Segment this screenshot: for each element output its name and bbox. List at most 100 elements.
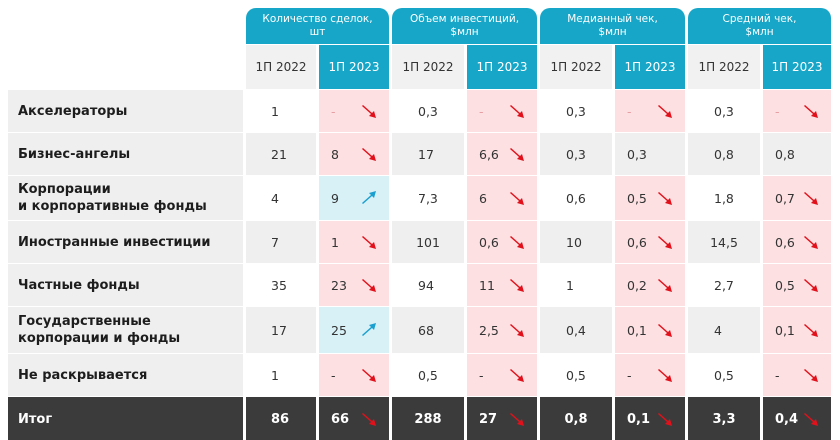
- arrow-up-icon: [362, 191, 376, 204]
- row-label: Иностранные инвестиции: [8, 221, 243, 263]
- table-cell: 68: [392, 307, 464, 353]
- cell-value: 21: [271, 146, 287, 162]
- arrow-down-icon: [510, 105, 524, 118]
- arrow-down-icon: [804, 105, 818, 118]
- cell-value: 3,3: [712, 411, 736, 427]
- cell-value: 0,2: [627, 277, 647, 293]
- cell-value: 2,5: [479, 322, 499, 338]
- table-cell: 17: [246, 307, 316, 353]
- arrow-down-icon: [362, 148, 376, 161]
- table-cell: 0,5: [392, 354, 464, 396]
- cell-value: -: [775, 367, 780, 383]
- table-cell: -: [763, 90, 831, 132]
- arrow-down-icon: [804, 324, 818, 337]
- table-cell: -: [467, 354, 537, 396]
- cell-value: 1: [331, 234, 339, 250]
- cell-value: 0,4: [566, 322, 586, 338]
- row-label: Частные фонды: [8, 264, 243, 306]
- total-cell: 86: [246, 397, 316, 440]
- cell-value: 0,5: [418, 367, 438, 383]
- cell-value: 0,7: [775, 190, 795, 206]
- cell-value: 8: [331, 146, 339, 162]
- table-cell: 0,5: [540, 354, 612, 396]
- arrow-up-icon: [362, 323, 376, 336]
- table-cell: 4: [246, 176, 316, 220]
- table-cell: 0,5: [615, 176, 685, 220]
- year-header-cur: 1П 2023: [763, 45, 831, 89]
- cell-value: 0,1: [627, 411, 651, 427]
- table-cell: 10: [540, 221, 612, 263]
- table-cell: 35: [246, 264, 316, 306]
- investment-table: Количество сделок, шт Объем инвестиций, $…: [8, 8, 831, 440]
- total-cell: 0,4: [763, 397, 831, 440]
- table-cell: 0,7: [763, 176, 831, 220]
- arrow-down-icon: [510, 369, 524, 382]
- row-label: Бизнес-ангелы: [8, 133, 243, 175]
- table-cell: 0,1: [763, 307, 831, 353]
- cell-value: 0,8: [714, 146, 734, 162]
- table-cell: 0,3: [688, 90, 760, 132]
- table-cell: 6: [467, 176, 537, 220]
- table-cell: -: [763, 354, 831, 396]
- cell-value: 25: [331, 322, 347, 338]
- cell-value: 288: [414, 411, 442, 427]
- table-cell: -: [467, 90, 537, 132]
- year-header-prev: 1П 2022: [688, 45, 760, 89]
- table-cell: 25: [319, 307, 389, 353]
- cell-value: 23: [331, 277, 347, 293]
- cell-value: 1: [566, 277, 574, 293]
- cell-value: 0,5: [627, 190, 647, 206]
- cell-value: -: [627, 103, 632, 119]
- table-cell: 4: [688, 307, 760, 353]
- corner-blank: [8, 8, 243, 44]
- table-cell: -: [615, 90, 685, 132]
- table-cell: 0,6: [467, 221, 537, 263]
- table-cell: 23: [319, 264, 389, 306]
- arrow-down-icon: [804, 279, 818, 292]
- cell-value: 94: [418, 277, 434, 293]
- table-cell: 1: [246, 354, 316, 396]
- total-cell: 288: [392, 397, 464, 440]
- table-cell: 94: [392, 264, 464, 306]
- cell-value: 0,3: [566, 146, 586, 162]
- row-label: Не раскрывается: [8, 354, 243, 396]
- cell-value: 0,6: [627, 234, 647, 250]
- cell-value: 0,6: [566, 190, 586, 206]
- table-cell: 0,6: [763, 221, 831, 263]
- table-cell: 1: [246, 90, 316, 132]
- row-label: Акселераторы: [8, 90, 243, 132]
- table-cell: -: [319, 90, 389, 132]
- arrow-down-icon: [510, 279, 524, 292]
- cell-value: 0,1: [627, 322, 647, 338]
- arrow-down-icon: [658, 279, 672, 292]
- table-cell: 0,3: [615, 133, 685, 175]
- arrow-down-icon: [362, 369, 376, 382]
- cell-value: 0,3: [714, 103, 734, 119]
- row-label: Корпорации и корпоративные фонды: [8, 176, 243, 220]
- year-header-prev: 1П 2022: [392, 45, 464, 89]
- table-cell: 0,6: [615, 221, 685, 263]
- arrow-down-icon: [658, 369, 672, 382]
- cell-value: -: [775, 103, 780, 119]
- arrow-down-icon: [804, 192, 818, 205]
- table-cell: 1,8: [688, 176, 760, 220]
- total-cell: 3,3: [688, 397, 760, 440]
- arrow-down-icon: [658, 324, 672, 337]
- arrow-down-icon: [804, 369, 818, 382]
- arrow-down-icon: [510, 192, 524, 205]
- table-cell: 9: [319, 176, 389, 220]
- table-cell: 0,1: [615, 307, 685, 353]
- cell-value: 7,3: [418, 190, 438, 206]
- arrow-down-icon: [510, 413, 524, 426]
- total-cell: 0,8: [540, 397, 612, 440]
- group-header-2: Объем инвестиций, $млн: [392, 8, 537, 44]
- table-cell: 2,5: [467, 307, 537, 353]
- total-cell: 66: [319, 397, 389, 440]
- cell-value: 0,8: [775, 146, 795, 162]
- cell-value: 101: [416, 234, 440, 250]
- arrow-down-icon: [658, 105, 672, 118]
- year-header-cur: 1П 2023: [467, 45, 537, 89]
- table-cell: 14,5: [688, 221, 760, 263]
- cell-value: 0,6: [775, 234, 795, 250]
- cell-value: 6: [479, 190, 487, 206]
